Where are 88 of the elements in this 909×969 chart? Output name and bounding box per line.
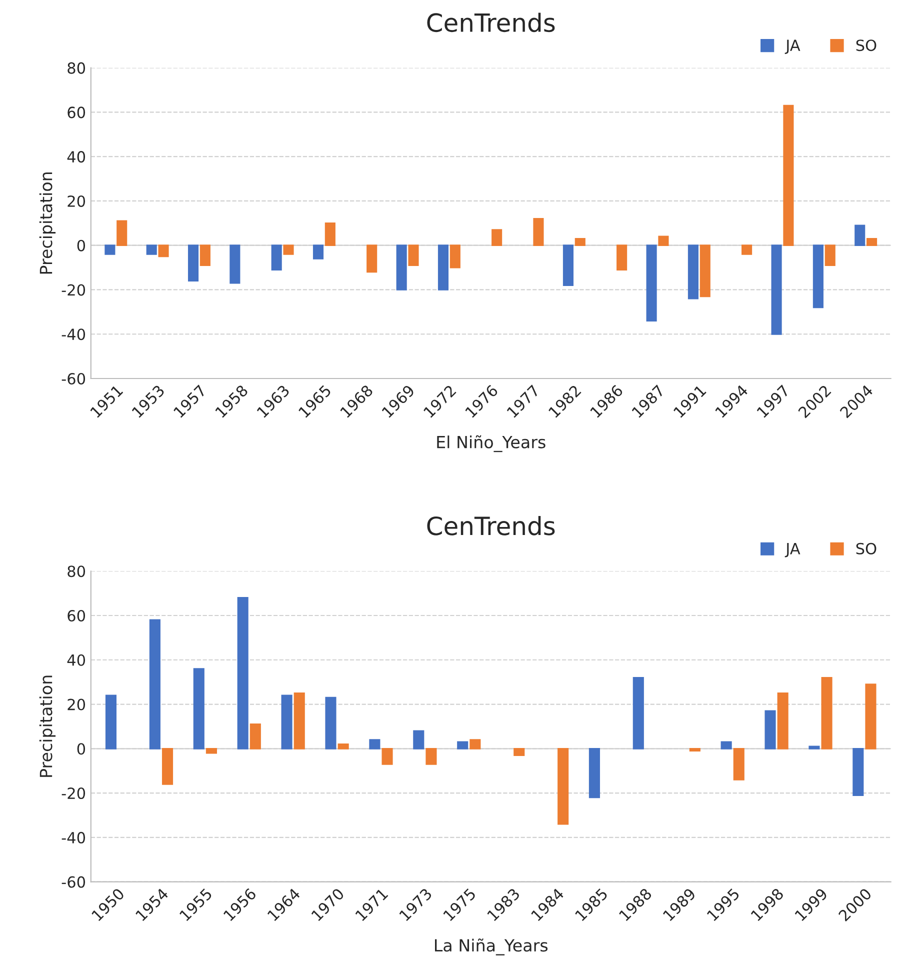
bar	[492, 229, 502, 246]
legend-label: SO	[856, 40, 876, 52]
bar	[558, 748, 569, 825]
bar	[294, 692, 305, 750]
bar	[438, 244, 449, 290]
chart-title: CenTrends	[427, 516, 555, 536]
bar	[281, 694, 292, 750]
y-tick-label: -40	[62, 328, 86, 340]
y-tick-label: 40	[67, 151, 86, 163]
bar	[658, 236, 669, 246]
bar	[733, 748, 744, 780]
bar	[149, 619, 160, 750]
y-tick-label: 20	[68, 195, 86, 207]
bar	[450, 244, 460, 268]
bar	[588, 748, 600, 798]
bar	[146, 244, 157, 255]
y-tick-label: 80	[68, 62, 86, 74]
y-tick-label: -20	[62, 787, 86, 800]
y-tick-label: -40	[62, 832, 86, 844]
y-axis-title: Precipitation	[39, 172, 56, 274]
bar	[700, 244, 710, 298]
y-tick-label: -20	[62, 284, 86, 296]
bar	[632, 676, 644, 750]
y-tick-label: 60	[68, 610, 86, 622]
bar	[116, 220, 128, 246]
legend-label: SO	[856, 542, 876, 554]
bar	[866, 238, 878, 246]
bar	[852, 748, 864, 796]
bar	[771, 244, 782, 335]
y-tick-label: 20	[68, 698, 86, 710]
bar	[616, 244, 628, 270]
y-tick-label: -60	[62, 876, 86, 888]
bar	[324, 222, 336, 246]
bar	[158, 244, 169, 258]
bar	[312, 244, 324, 260]
bar	[237, 597, 248, 750]
bar	[470, 739, 481, 750]
bar	[783, 104, 794, 246]
bar	[188, 244, 199, 282]
bar	[824, 244, 836, 266]
bar	[514, 748, 525, 756]
y-tick-label: 60	[68, 106, 86, 118]
chart-title: CenTrends	[427, 12, 555, 32]
x-axis-title: La Niña_Years	[435, 938, 548, 956]
bar	[689, 748, 700, 752]
bar	[646, 244, 657, 322]
legend-label: JA	[784, 543, 800, 558]
bar	[533, 218, 544, 246]
bar	[562, 244, 574, 286]
bar	[812, 244, 824, 308]
y-axis-title: Precipitation	[39, 676, 56, 777]
y-tick-label: 40	[67, 654, 86, 666]
bar	[742, 244, 752, 255]
bar	[200, 244, 210, 266]
y-tick-label: -60	[62, 372, 86, 385]
x-axis-title: El Niño_Years	[437, 435, 546, 452]
bar	[338, 744, 349, 750]
bar	[865, 684, 876, 750]
bar	[105, 694, 117, 750]
bar	[408, 244, 419, 266]
bar	[764, 710, 776, 750]
bar	[366, 244, 378, 273]
bar	[325, 696, 336, 750]
bar	[104, 244, 116, 255]
bar	[283, 244, 294, 255]
y-tick-label: 0	[77, 240, 86, 252]
bar	[574, 238, 586, 246]
bar	[396, 244, 407, 290]
bar	[382, 748, 393, 765]
bar	[854, 224, 866, 246]
legend-label: JA	[784, 40, 800, 54]
bar	[777, 692, 788, 750]
bar	[413, 730, 424, 750]
bar	[457, 741, 468, 750]
bar	[688, 244, 698, 300]
bar	[193, 668, 204, 750]
bar	[821, 676, 832, 750]
bar	[162, 748, 174, 785]
bar	[230, 244, 240, 284]
bar	[808, 746, 820, 750]
bar	[206, 748, 217, 754]
y-tick-label: 80	[68, 566, 86, 578]
bar	[250, 724, 261, 750]
bar	[426, 748, 437, 765]
bar	[720, 741, 732, 750]
bar	[271, 244, 282, 270]
bar	[369, 739, 380, 750]
y-tick-label: 0	[77, 743, 86, 755]
